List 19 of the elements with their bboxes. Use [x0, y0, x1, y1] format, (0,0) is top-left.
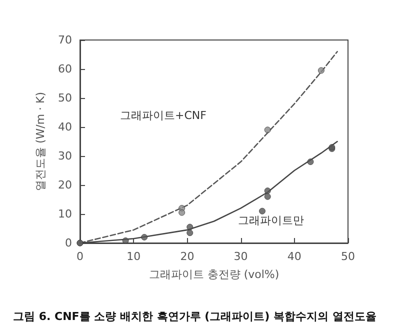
- y-tick-label: 10: [58, 208, 72, 220]
- y-tick-label: 20: [58, 178, 72, 192]
- x-tick-label: 20: [180, 250, 194, 263]
- y-tick-label: 70: [58, 34, 72, 46]
- y-tick-label: 40: [58, 120, 72, 134]
- y-tick-label: 0: [65, 236, 72, 250]
- y-tick-label: 30: [58, 150, 72, 162]
- annotation: 그래파이트만: [238, 214, 304, 227]
- y-axis-title: 열전도율 (W/m · K): [34, 92, 47, 192]
- text: 그림 6. CNF를 소량 배치한 흑연가루 (그래파이트) 복합수지의 열전도율: [13, 310, 376, 323]
- x-tick-label: 30: [234, 250, 248, 263]
- y-tick-label: 50: [58, 92, 72, 104]
- x-axis-title: 그래파이트 충전량 (vol%): [148, 268, 280, 281]
- x-tick-label: 40: [287, 250, 302, 263]
- annotation: 그래파이트+CNF: [120, 109, 206, 122]
- x-tick-label: 10: [126, 250, 141, 263]
- x-tick-label: 50: [341, 250, 355, 263]
- y-tick-label: 60: [58, 62, 72, 76]
- x-tick-label: 0: [76, 250, 84, 263]
